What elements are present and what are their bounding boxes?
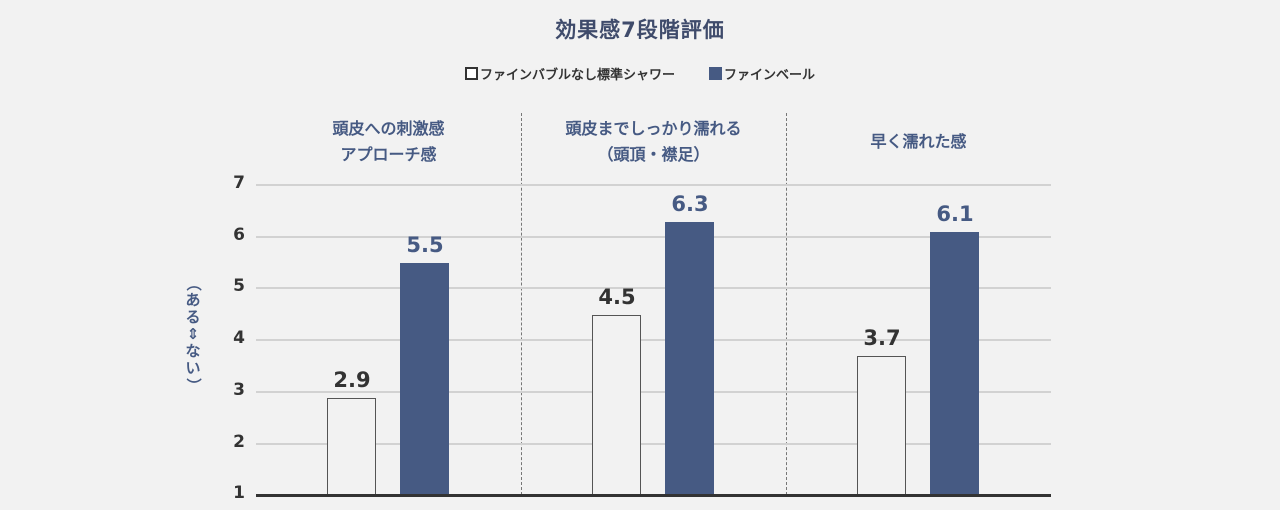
y-tick-6: 6	[233, 225, 245, 245]
y-tick-1: 1	[233, 483, 245, 503]
legend-swatch-outline-icon	[464, 67, 478, 80]
y-tick-4: 4	[233, 328, 245, 348]
legend-swatch-filled-icon	[709, 67, 722, 80]
chart-title: 効果感7段階評価	[555, 18, 725, 42]
value-label: 2.9	[333, 368, 371, 392]
category-line: 早く濡れた感	[870, 132, 967, 151]
category-label-scalp-wet: 頭皮までしっかり濡れる （頭頂・襟足）	[521, 116, 786, 168]
x-axis-baseline	[256, 494, 1051, 497]
gridline-2	[256, 443, 1051, 445]
category-line: 頭皮への刺激感	[332, 119, 445, 138]
y-tick-2: 2	[233, 432, 245, 452]
legend-item-fine-veil: ファインベール	[709, 64, 815, 83]
category-label-quick-wet: 早く濡れた感	[786, 129, 1051, 155]
bar-fineveil-scalp-wet	[665, 222, 714, 495]
legend-label: ファインベール	[724, 68, 816, 83]
y-label-char: あ	[185, 291, 201, 309]
bar-standard-quick-wet	[857, 356, 906, 495]
y-tick-5: 5	[233, 276, 245, 296]
value-label: 6.3	[671, 192, 709, 216]
y-tick-7: 7	[233, 173, 245, 193]
legend-item-standard-shower: ファインバブルなし標準シャワー	[464, 64, 675, 83]
group-divider	[786, 113, 787, 495]
gridline-7	[256, 184, 1051, 186]
value-label: 5.5	[406, 233, 444, 257]
group-divider	[521, 113, 522, 495]
value-label: 6.1	[936, 202, 974, 226]
bar-standard-scalp-wet	[592, 315, 641, 495]
category-line: （頭頂・襟足）	[597, 145, 710, 164]
bar-fineveil-scalp-stimulation	[400, 263, 449, 495]
y-tick-3: 3	[233, 380, 245, 400]
y-axis-label: （ あ る ⇕ な い ）	[183, 275, 203, 394]
gridline-5	[256, 287, 1051, 289]
gridline-6	[256, 236, 1051, 238]
up-down-arrow-icon: ⇕	[186, 325, 200, 343]
category-line: アプローチ感	[340, 145, 437, 164]
value-label: 4.5	[598, 285, 636, 309]
category-label-scalp-stimulation: 頭皮への刺激感 アプローチ感	[256, 116, 521, 168]
y-label-char: な	[185, 342, 201, 360]
legend: ファインバブルなし標準シャワー ファインベール	[0, 64, 1280, 83]
y-label-char: る	[185, 308, 201, 326]
category-line: 頭皮までしっかり濡れる	[565, 119, 742, 138]
bar-fineveil-quick-wet	[930, 232, 979, 495]
y-label-char: い	[185, 359, 201, 377]
gridline-4	[256, 339, 1051, 341]
y-label-char: ）	[184, 377, 203, 393]
legend-label: ファインバブルなし標準シャワー	[479, 68, 675, 83]
gridline-3	[256, 391, 1051, 393]
bar-standard-scalp-stimulation	[327, 398, 376, 495]
value-label: 3.7	[863, 326, 901, 350]
y-label-char: （	[184, 275, 203, 291]
